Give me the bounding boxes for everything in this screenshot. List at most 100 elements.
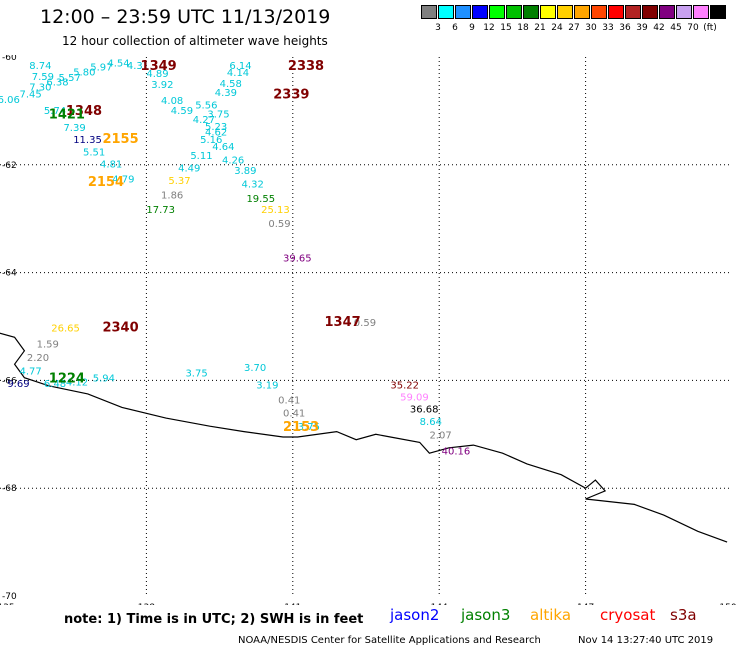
lat-tick-label: -64 [2,269,17,279]
pass-time-label: 2153 [283,420,319,435]
pass-time-label: 2340 [102,321,138,336]
wave-height-value: 5.11 [190,151,212,162]
colorbar-label: 21 [534,23,546,33]
colorbar-swatch [693,5,709,19]
legend-item-s3a: s3a [670,606,697,624]
wave-height-value: 4.49 [178,163,200,174]
generated-timestamp: Nov 14 13:27:40 UTC 2019 [578,635,714,646]
wave-height-value: 2.07 [429,430,451,441]
coastline [0,332,728,543]
axis-ticks: 135 138 141 144 147 150 -60 -62 -64 -66 -68 -70 [0,55,737,605]
wave-height-value: 0.59 [354,318,376,329]
wave-height-value: 9.69 [7,379,29,390]
wave-height-value: 26.65 [51,324,80,335]
wave-height-value: 40.16 [442,446,471,457]
lat-tick-label: -66 [2,376,17,386]
map-frame [0,56,733,597]
wave-height-value: 7.45 [20,90,42,101]
wave-height-value: 6.14 [229,61,251,72]
wave-height-value: 39.65 [283,254,312,265]
wave-height-value: 5.94 [93,374,115,385]
colorbar-label: 15 [500,23,512,33]
wave-height-value: 6.38 [46,77,68,88]
altimeter-map: 135 138 141 144 147 150 -60 -62 -64 -66 -68 -70 8.7… [0,55,737,605]
wave-height-value: 4.64 [212,142,234,153]
wave-height-value: 7.39 [63,123,85,134]
pass-time-label: 2339 [273,88,309,103]
wave-height-value: 1.86 [161,190,183,201]
colorbar-label: 36 [619,23,631,33]
wave-height-value: 3.75 [207,110,229,121]
wave-height-value: 19.55 [246,194,275,205]
wave-height-value: 0.59 [268,219,290,230]
wave-height-value: 4.39 [215,88,237,99]
wave-height-value: 4.26 [222,155,244,166]
pass-time-label: 1348 [66,104,102,119]
colorbar-swatch [608,5,624,19]
wave-height-value: 5.23 [205,122,227,133]
colorbar-label: 33 [602,23,614,33]
colorbar-swatch [625,5,641,19]
wave-height-value: 5.97 [90,63,112,74]
lon-tick-label: 144 [431,603,448,605]
wave-height-value: 4.12 [66,377,88,388]
wave-height-value: 8.64 [420,417,442,428]
wave-height-value: 4.59 [171,106,193,117]
wave-height-value: 5.51 [83,147,105,158]
colorbar-label: 6 [452,23,458,33]
wave-height-value: 3.75 [185,368,207,379]
colorbar-swatch [642,5,658,19]
colorbar-swatch [523,5,539,19]
wave-height-value: 5.56 [195,100,217,111]
chart-title: 12:00 – 23:59 UTC 11/13/2019 [40,6,331,28]
pass-time-label: 2338 [288,59,324,74]
wave-height-value: 3.89 [234,166,256,177]
wave-height-value: 4.08 [161,96,183,107]
pass-time-label: 2154 [88,175,124,190]
colorbar-swatch [591,5,607,19]
lon-tick-label: 147 [577,603,594,605]
colorbar-label: 12 [483,23,495,33]
pass-time-label: 1349 [141,59,177,74]
wave-height-value: 3.92 [151,80,173,91]
wave-height-value: 6.06 [0,95,20,106]
wave-height-value: 1.59 [37,340,59,351]
wave-height-value: 5.57 [59,73,81,84]
wave-height-value: 59.09 [400,393,429,404]
wave-height-value: 25.13 [261,205,290,216]
wave-height-value: 4.81 [100,160,122,171]
wave-height-value: 4.32 [242,180,264,191]
wave-height-value: 0.41 [283,409,305,420]
colorbar-swatch [489,5,505,19]
colorbar-label: 30 [585,23,597,33]
wave-height-value: 4.27 [193,115,215,126]
legend-item-cryosat: cryosat [600,606,656,624]
lat-tick-label: -62 [2,161,17,171]
legend-item-altika: altika [530,606,572,624]
wave-height-value: 5.80 [73,68,95,79]
wave-height-value: 17.73 [146,205,175,216]
wave-height-value: 35.22 [390,381,419,392]
wave-height-value: 4.79 [112,174,134,185]
colorbar-label: 39 [636,23,648,33]
wave-height-value: 11.35 [73,135,102,146]
colorbar-swatch [659,5,675,19]
wave-height-value: 8.74 [29,61,51,72]
wave-height-value: 5.74 [44,106,66,117]
wave-height-value: 7.30 [29,83,51,94]
pass-time-label: 1347 [325,315,361,330]
wave-height-value: 5.37 [168,176,190,187]
lat-tick-label: -70 [2,592,17,602]
colorbar-swatch [472,5,488,19]
pass-time-label: 2155 [102,132,138,147]
map-grid [0,56,733,597]
colorbar-label: 27 [568,23,580,33]
wave-height-value: 4.62 [205,127,227,138]
legend-item-jason3: jason3 [461,606,511,624]
pass-time-label: 1421 [49,108,85,123]
wave-height-value: 4.89 [146,69,168,80]
chart-subtitle: 12 hour collection of altimeter wave hei… [62,34,328,48]
colorbar-label: 18 [517,23,529,33]
wave-height-value: 2.20 [27,353,49,364]
colorbar-swatch [438,5,454,19]
